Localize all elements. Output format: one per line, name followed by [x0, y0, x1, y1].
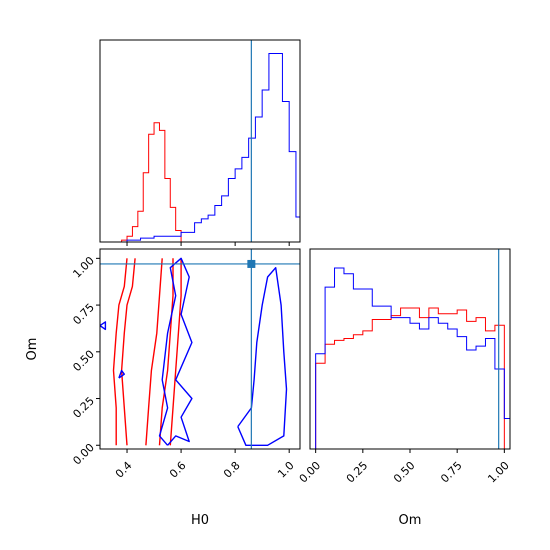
contour-x-tick-label-2: 0.8 — [221, 459, 243, 481]
contour-y-tick-label-2: 0.50 — [70, 348, 97, 375]
om-x-tick-label-1: 0.25 — [344, 459, 371, 486]
contour-red-4 — [169, 258, 182, 446]
om-hist-blue — [315, 267, 511, 449]
contour-y-tick-label-4: 1.00 — [70, 254, 97, 281]
h0-histogram-panel — [99, 39, 301, 246]
h0-hist-blue — [126, 52, 301, 242]
contour-blue-8 — [118, 369, 125, 379]
contour-red-3 — [158, 258, 174, 446]
x-axis-label-om: Om — [399, 513, 422, 528]
om-x-tick-label-4: 1.00 — [485, 459, 512, 486]
h0-hist-frame — [99, 39, 301, 243]
contour-red-1 — [120, 258, 136, 446]
om-x-tick-label-0: 0.00 — [297, 459, 324, 486]
contour-blue-6 — [237, 267, 288, 446]
om-hist-red — [315, 307, 505, 449]
contour-y-tick-label-1: 0.25 — [70, 394, 97, 421]
om-histogram-panel: 0.00 0.25 0.50 0.75 1.00 Om — [297, 248, 512, 528]
om-x-tick-label-3: 0.75 — [438, 459, 465, 486]
contour-x-tick-label-3: 1.0 — [275, 459, 297, 481]
contour-blue-7 — [100, 321, 107, 331]
contour-group — [100, 257, 288, 446]
om-hist-frame — [309, 248, 511, 450]
contour-x-tick-label-1: 0.6 — [167, 459, 189, 481]
truth-marker — [247, 259, 256, 268]
h0-om-contour-panel: 0.4 0.6 0.8 1.0 0.00 0.25 0.50 0.75 1.00 H0 Om — [25, 248, 301, 528]
contour-red-2 — [145, 258, 163, 446]
contour-x-tick-label-0: 0.4 — [113, 459, 135, 481]
contour-red-0 — [112, 258, 128, 446]
contour-frame — [99, 248, 301, 450]
h0-hist-red — [121, 122, 182, 242]
om-x-tick-label-2: 0.50 — [391, 459, 418, 486]
contour-blue-5 — [158, 257, 193, 446]
contour-y-tick-label-0: 0.00 — [70, 441, 97, 468]
y-axis-label-om: Om — [25, 338, 40, 361]
contour-y-tick-label-3: 0.75 — [70, 301, 97, 328]
x-axis-label-h0: H0 — [191, 513, 209, 528]
